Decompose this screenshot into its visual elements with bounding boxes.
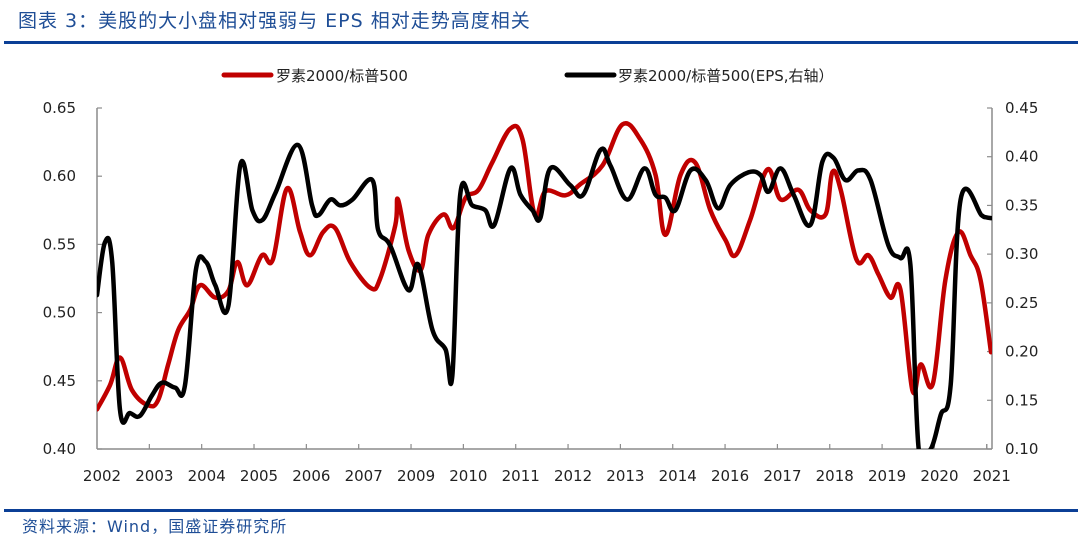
x-tick-label: 2003 xyxy=(135,467,173,485)
x-tick-label: 2005 xyxy=(240,467,278,485)
title-divider xyxy=(4,41,1078,44)
right-y-tick-label: 0.30 xyxy=(1005,245,1038,263)
legend-label-russell-sp500-eps: 罗素2000/标普500(EPS,右轴） xyxy=(618,67,834,85)
series-line-russell-sp500-eps xyxy=(97,142,992,449)
axes: 0.40 0.45 0.50 0.55 0.60 0.65 0.10 0.15 0.20 0.25… xyxy=(43,99,1039,485)
right-y-tick-label: 0.20 xyxy=(1005,343,1038,361)
series-line-russell-sp500 xyxy=(97,121,992,412)
chart-title: 图表 3：美股的大小盘相对强弱与 EPS 相对走势高度相关 xyxy=(18,10,531,32)
x-tick-label: 2010 xyxy=(449,467,487,485)
right-y-tick-label: 0.40 xyxy=(1005,148,1038,166)
legend: 罗素2000/标普500 罗素2000/标普500(EPS,右轴） xyxy=(221,67,834,85)
x-tick-label: 2004 xyxy=(188,467,226,485)
right-y-tick-label: 0.35 xyxy=(1005,196,1038,214)
x-tick-label: 2020 xyxy=(920,467,958,485)
left-y-tick-label: 0.40 xyxy=(43,440,76,458)
x-tick-label: 2017 xyxy=(763,467,801,485)
x-tick-label: 2007 xyxy=(345,467,383,485)
x-tick-label: 2019 xyxy=(868,467,906,485)
x-tick-label: 2009 xyxy=(397,467,435,485)
right-y-tick-label: 0.10 xyxy=(1005,440,1038,458)
x-tick-label: 2018 xyxy=(816,467,854,485)
x-tick-label: 2006 xyxy=(292,467,330,485)
left-y-tick-label: 0.65 xyxy=(43,99,76,117)
x-tick-label: 2002 xyxy=(83,467,121,485)
legend-label-russell-sp500: 罗素2000/标普500 xyxy=(276,67,408,85)
right-y-tick-label: 0.25 xyxy=(1005,294,1038,312)
x-tick-label: 2012 xyxy=(554,467,592,485)
plot-series xyxy=(97,121,992,449)
left-y-tick-label: 0.50 xyxy=(43,304,76,322)
right-y-tick-label: 0.45 xyxy=(1005,99,1038,117)
x-tick-label: 2021 xyxy=(973,467,1011,485)
left-y-tick-label: 0.60 xyxy=(43,167,76,185)
left-y-tick-label: 0.55 xyxy=(43,235,76,253)
left-y-tick-label: 0.45 xyxy=(43,372,76,390)
x-tick-label: 2016 xyxy=(711,467,749,485)
x-tick-label: 2011 xyxy=(502,467,540,485)
right-y-tick-label: 0.15 xyxy=(1005,391,1038,409)
x-tick-label: 2014 xyxy=(659,467,697,485)
x-tick-label: 2013 xyxy=(606,467,644,485)
source-note: 资料来源：Wind，国盛证券研究所 xyxy=(22,517,288,536)
footer-divider xyxy=(4,509,1078,512)
